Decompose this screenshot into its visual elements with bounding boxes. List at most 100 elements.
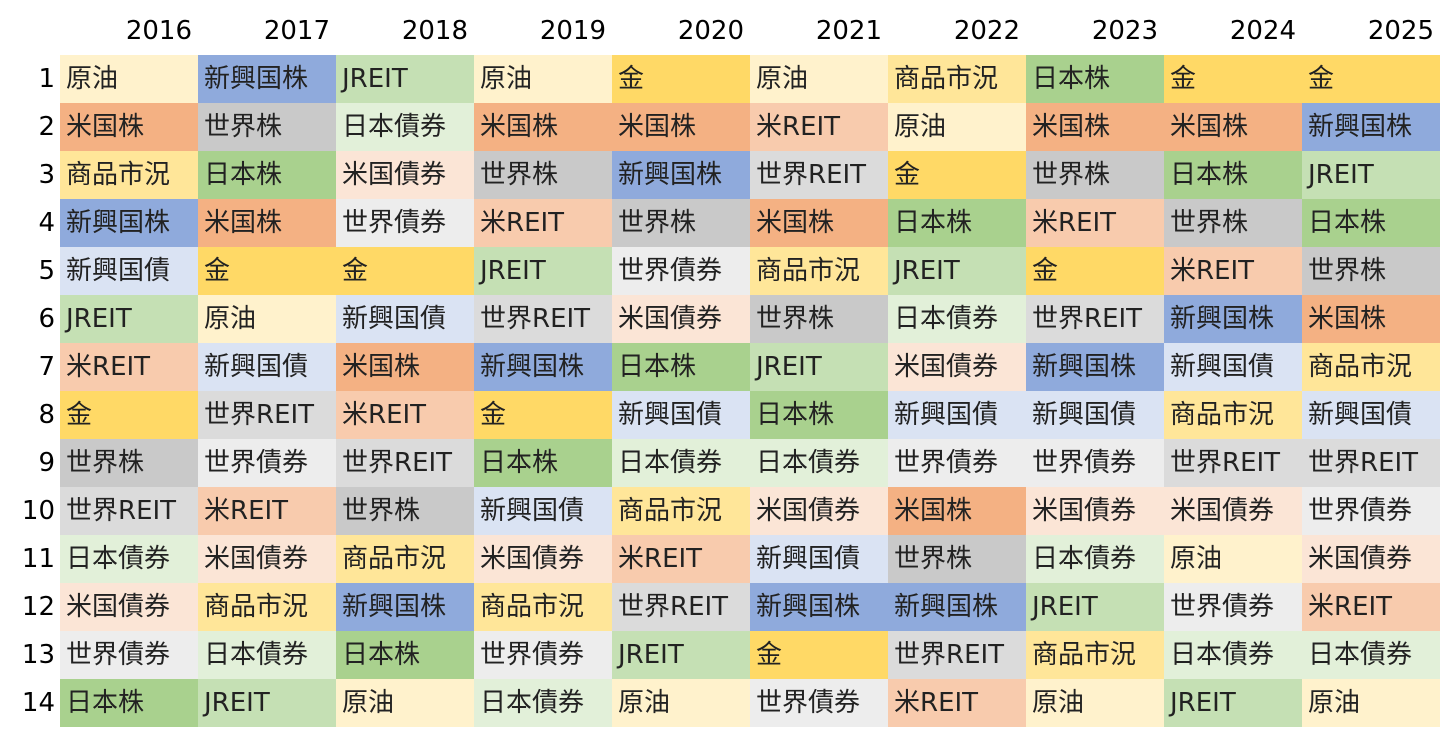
ranking-cell: 商品市況 <box>198 583 336 631</box>
ranking-cell: 世界債券 <box>474 631 612 679</box>
ranking-cell: 商品市況 <box>750 247 888 295</box>
ranking-cell: 新興国株 <box>1302 103 1440 151</box>
ranking-cell: 世界債券 <box>750 679 888 727</box>
year-header: 2020 <box>677 16 744 46</box>
ranking-cell: 新興国債 <box>750 535 888 583</box>
ranking-cell: 商品市況 <box>1026 631 1164 679</box>
ranking-cell: 米国債券 <box>750 487 888 535</box>
rank-label: 6 <box>38 304 55 334</box>
ranking-cell: 新興国債 <box>336 295 474 343</box>
ranking-cell: 世界株 <box>750 295 888 343</box>
rank-label: 11 <box>21 544 55 574</box>
ranking-cell: 世界株 <box>1302 247 1440 295</box>
ranking-cell: 原油 <box>1164 535 1302 583</box>
ranking-cell: 金 <box>474 391 612 439</box>
ranking-cell: 世界REIT <box>198 391 336 439</box>
ranking-cell: 世界株 <box>198 103 336 151</box>
ranking-cell: 米国債券 <box>888 343 1026 391</box>
ranking-cell: 日本株 <box>198 151 336 199</box>
ranking-cell: 米国債券 <box>60 583 198 631</box>
ranking-cell: 新興国債 <box>198 343 336 391</box>
ranking-cell: 米REIT <box>888 679 1026 727</box>
ranking-cell: 米国株 <box>60 103 198 151</box>
ranking-cell: 日本債券 <box>474 679 612 727</box>
rank-label: 5 <box>38 256 55 286</box>
rank-label: 1 <box>38 64 55 94</box>
ranking-cell: 米国株 <box>750 199 888 247</box>
ranking-cell: 金 <box>198 247 336 295</box>
ranking-cell: 新興国債 <box>612 391 750 439</box>
ranking-cell: JREIT <box>612 631 750 679</box>
ranking-cell: 世界債券 <box>612 247 750 295</box>
rank-label: 12 <box>21 592 55 622</box>
ranking-cell: 米国債券 <box>1164 487 1302 535</box>
ranking-cell: 金 <box>888 151 1026 199</box>
ranking-cell: 米国債券 <box>612 295 750 343</box>
ranking-cell: 世界債券 <box>1026 439 1164 487</box>
ranking-cell: 米REIT <box>1164 247 1302 295</box>
ranking-cell: JREIT <box>1164 679 1302 727</box>
ranking-cell: 世界REIT <box>888 631 1026 679</box>
ranking-cell: 原油 <box>336 679 474 727</box>
rank-label: 4 <box>38 208 55 238</box>
ranking-cell: 金 <box>336 247 474 295</box>
ranking-cell: 日本株 <box>336 631 474 679</box>
ranking-cell: 日本株 <box>750 391 888 439</box>
ranking-cell: 米REIT <box>336 391 474 439</box>
ranking-cell: 世界株 <box>60 439 198 487</box>
ranking-cell: 米REIT <box>1026 199 1164 247</box>
ranking-cell: 日本債券 <box>60 535 198 583</box>
ranking-cell: 原油 <box>1026 679 1164 727</box>
rank-label: 13 <box>21 640 55 670</box>
ranking-cell: 金 <box>60 391 198 439</box>
ranking-cell: 米REIT <box>612 535 750 583</box>
ranking-cell: 商品市況 <box>1164 391 1302 439</box>
ranking-cell: 日本債券 <box>198 631 336 679</box>
ranking-cell: 日本株 <box>1302 199 1440 247</box>
ranking-cell: 日本債券 <box>1026 535 1164 583</box>
ranking-cell: 商品市況 <box>474 583 612 631</box>
ranking-cell: 新興国債 <box>1026 391 1164 439</box>
ranking-cell: 日本株 <box>612 343 750 391</box>
rank-label: 3 <box>38 160 55 190</box>
rank-label: 10 <box>21 496 55 526</box>
ranking-cell: 日本債券 <box>336 103 474 151</box>
ranking-cell: 米REIT <box>1302 583 1440 631</box>
ranking-cell: 新興国株 <box>60 199 198 247</box>
ranking-cell: 世界REIT <box>336 439 474 487</box>
ranking-cell: 日本株 <box>1026 55 1164 103</box>
ranking-cell: 原油 <box>198 295 336 343</box>
ranking-cell: 世界債券 <box>198 439 336 487</box>
ranking-cell: 新興国株 <box>336 583 474 631</box>
rank-label: 7 <box>38 352 55 382</box>
ranking-cell: 新興国債 <box>1302 391 1440 439</box>
ranking-cell: 商品市況 <box>60 151 198 199</box>
ranking-cell: 原油 <box>1302 679 1440 727</box>
ranking-cell: JREIT <box>888 247 1026 295</box>
ranking-cell: 米REIT <box>60 343 198 391</box>
ranking-cell: JREIT <box>750 343 888 391</box>
ranking-cell: 日本債券 <box>888 295 1026 343</box>
ranking-cell: 新興国株 <box>474 343 612 391</box>
ranking-cell: 世界債券 <box>1302 487 1440 535</box>
year-header: 2016 <box>125 16 192 46</box>
ranking-cell: 新興国株 <box>1026 343 1164 391</box>
ranking-cell: 金 <box>750 631 888 679</box>
year-header: 2023 <box>1091 16 1158 46</box>
year-header: 2019 <box>539 16 606 46</box>
ranking-cell: 世界REIT <box>60 487 198 535</box>
ranking-cell: 米国株 <box>336 343 474 391</box>
ranking-cell: JREIT <box>198 679 336 727</box>
ranking-cell: 米国株 <box>1164 103 1302 151</box>
year-header: 2022 <box>953 16 1020 46</box>
ranking-cell: 日本債券 <box>612 439 750 487</box>
ranking-cell: 米国債券 <box>1026 487 1164 535</box>
ranking-cell: 日本株 <box>474 439 612 487</box>
ranking-cell: 世界株 <box>1164 199 1302 247</box>
ranking-cell: 日本債券 <box>1164 631 1302 679</box>
ranking-cell: 原油 <box>750 55 888 103</box>
ranking-cell: 商品市況 <box>888 55 1026 103</box>
year-header: 2025 <box>1367 16 1434 46</box>
ranking-cell: 米国株 <box>612 103 750 151</box>
